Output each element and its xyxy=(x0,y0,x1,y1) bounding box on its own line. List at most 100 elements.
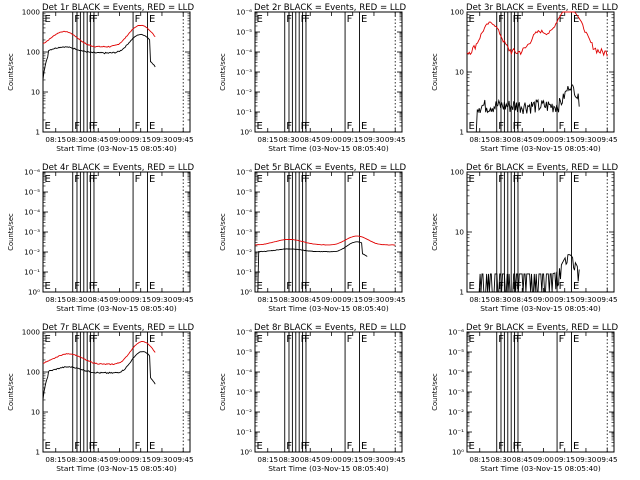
y-tick-label: 10⁻⁶ xyxy=(236,8,252,17)
x-tick-label: 09:00 xyxy=(321,455,342,464)
y-tick-label: 10⁻⁶ xyxy=(448,328,464,337)
y-tick-label: 10⁻³ xyxy=(236,228,252,237)
y-tick-label: 10⁰ xyxy=(240,288,252,297)
flag-label-E: E xyxy=(361,334,367,345)
flag-label-E: E xyxy=(573,174,579,185)
x-tick-label: 08:45 xyxy=(512,295,533,304)
y-axis-label: Counts/sec xyxy=(219,53,227,91)
y-tick-label: 1 xyxy=(35,448,40,457)
y-tick-label: 10 xyxy=(31,408,41,417)
x-tick-label: 09:30 xyxy=(576,135,597,144)
lld-series-line xyxy=(42,24,156,48)
flag-label-F: F xyxy=(559,14,565,25)
flag-label-F: F xyxy=(92,281,98,292)
x-axis-label: Start Time (03-Nov-15 08:05:40) xyxy=(56,304,177,313)
flag-label-F: F xyxy=(89,121,95,132)
y-tick-label: 100 xyxy=(450,168,464,177)
x-axis-label: Start Time (03-Nov-15 08:05:40) xyxy=(268,144,389,153)
flag-label-F: F xyxy=(301,174,307,185)
flag-label-E: E xyxy=(257,14,263,25)
flag-label-E: E xyxy=(573,121,579,132)
events-series-line xyxy=(255,241,368,293)
flag-label-E: E xyxy=(257,174,263,185)
x-axis-label: Start Time (03-Nov-15 08:05:40) xyxy=(56,464,177,473)
flag-label-F: F xyxy=(559,174,565,185)
y-tick-label: 10⁻⁵ xyxy=(24,188,40,197)
flag-label-E: E xyxy=(573,334,579,345)
lld-series-line xyxy=(466,11,608,57)
x-tick-label: 08:15 xyxy=(45,295,66,304)
flag-label-E: E xyxy=(469,174,475,185)
y-tick-label: 1000 xyxy=(22,8,41,17)
y-tick-label: 10⁻² xyxy=(24,248,40,257)
y-tick-label: 1 xyxy=(35,128,40,137)
x-tick-label: 09:00 xyxy=(109,295,130,304)
flag-label-F: F xyxy=(135,441,141,452)
x-tick-label: 09:45 xyxy=(173,295,194,304)
x-axis-label: Start Time (03-Nov-15 08:05:40) xyxy=(480,304,601,313)
x-tick-label: 08:15 xyxy=(257,295,278,304)
plot-frame xyxy=(42,331,191,453)
flag-label-F: F xyxy=(301,281,307,292)
flag-label-F: F xyxy=(304,441,310,452)
flag-label-E: E xyxy=(45,441,51,452)
y-tick-label: 10⁻⁴ xyxy=(24,208,40,217)
flag-label-E: E xyxy=(45,121,51,132)
y-tick-label: 10⁻² xyxy=(236,408,252,417)
flag-label-F: F xyxy=(135,281,141,292)
x-tick-label: 08:30 xyxy=(67,455,88,464)
flag-label-E: E xyxy=(45,281,51,292)
y-axis-label: Counts/sec xyxy=(7,213,15,251)
y-tick-label: 10⁻⁴ xyxy=(236,368,252,377)
x-tick-label: 08:15 xyxy=(469,455,490,464)
x-tick-label: 08:45 xyxy=(88,295,109,304)
x-tick-label: 08:30 xyxy=(279,295,300,304)
y-tick-label: 10⁻³ xyxy=(448,388,464,397)
x-tick-label: 09:15 xyxy=(554,455,575,464)
lld-series-line xyxy=(254,235,396,246)
x-tick-label: 08:30 xyxy=(491,295,512,304)
plot-frame xyxy=(254,331,403,453)
y-tick-label: 10⁻⁴ xyxy=(448,368,464,377)
flag-label-F: F xyxy=(347,174,353,185)
x-tick-label: 08:45 xyxy=(300,295,321,304)
x-axis-label: Start Time (03-Nov-15 08:05:40) xyxy=(268,304,389,313)
flag-label-F: F xyxy=(89,14,95,25)
x-tick-label: 09:30 xyxy=(364,295,385,304)
y-tick-label: 10⁻³ xyxy=(236,388,252,397)
flag-label-F: F xyxy=(347,334,353,345)
y-tick-label: 100 xyxy=(26,48,40,57)
x-tick-label: 09:30 xyxy=(152,455,173,464)
events-series-line xyxy=(42,351,156,401)
flag-label-E: E xyxy=(469,121,475,132)
y-tick-label: 10⁻² xyxy=(448,408,464,417)
y-tick-label: 10⁻¹ xyxy=(24,268,40,277)
plot-frame xyxy=(42,171,191,293)
flag-label-F: F xyxy=(347,281,353,292)
y-tick-label: 100 xyxy=(26,368,40,377)
flag-label-F: F xyxy=(92,174,98,185)
x-tick-label: 08:15 xyxy=(45,455,66,464)
flag-label-E: E xyxy=(573,14,579,25)
flag-label-F: F xyxy=(559,334,565,345)
x-tick-label: 09:45 xyxy=(173,455,194,464)
y-tick-label: 10⁻¹ xyxy=(236,268,252,277)
y-tick-label: 10⁻⁵ xyxy=(448,348,464,357)
x-tick-label: 08:30 xyxy=(491,455,512,464)
flag-label-F: F xyxy=(516,334,522,345)
x-tick-label: 08:15 xyxy=(257,455,278,464)
x-tick-label: 08:30 xyxy=(491,135,512,144)
flag-label-E: E xyxy=(469,281,475,292)
y-tick-label: 10⁰ xyxy=(452,448,464,457)
x-tick-label: 09:00 xyxy=(109,135,130,144)
y-tick-label: 10⁻⁴ xyxy=(236,208,252,217)
panel-title: Det 1r BLACK = Events, RED = LLD xyxy=(42,3,194,13)
y-tick-label: 10 xyxy=(455,68,465,77)
y-axis-label: Counts/sec xyxy=(219,213,227,251)
y-tick-label: 10 xyxy=(455,228,465,237)
